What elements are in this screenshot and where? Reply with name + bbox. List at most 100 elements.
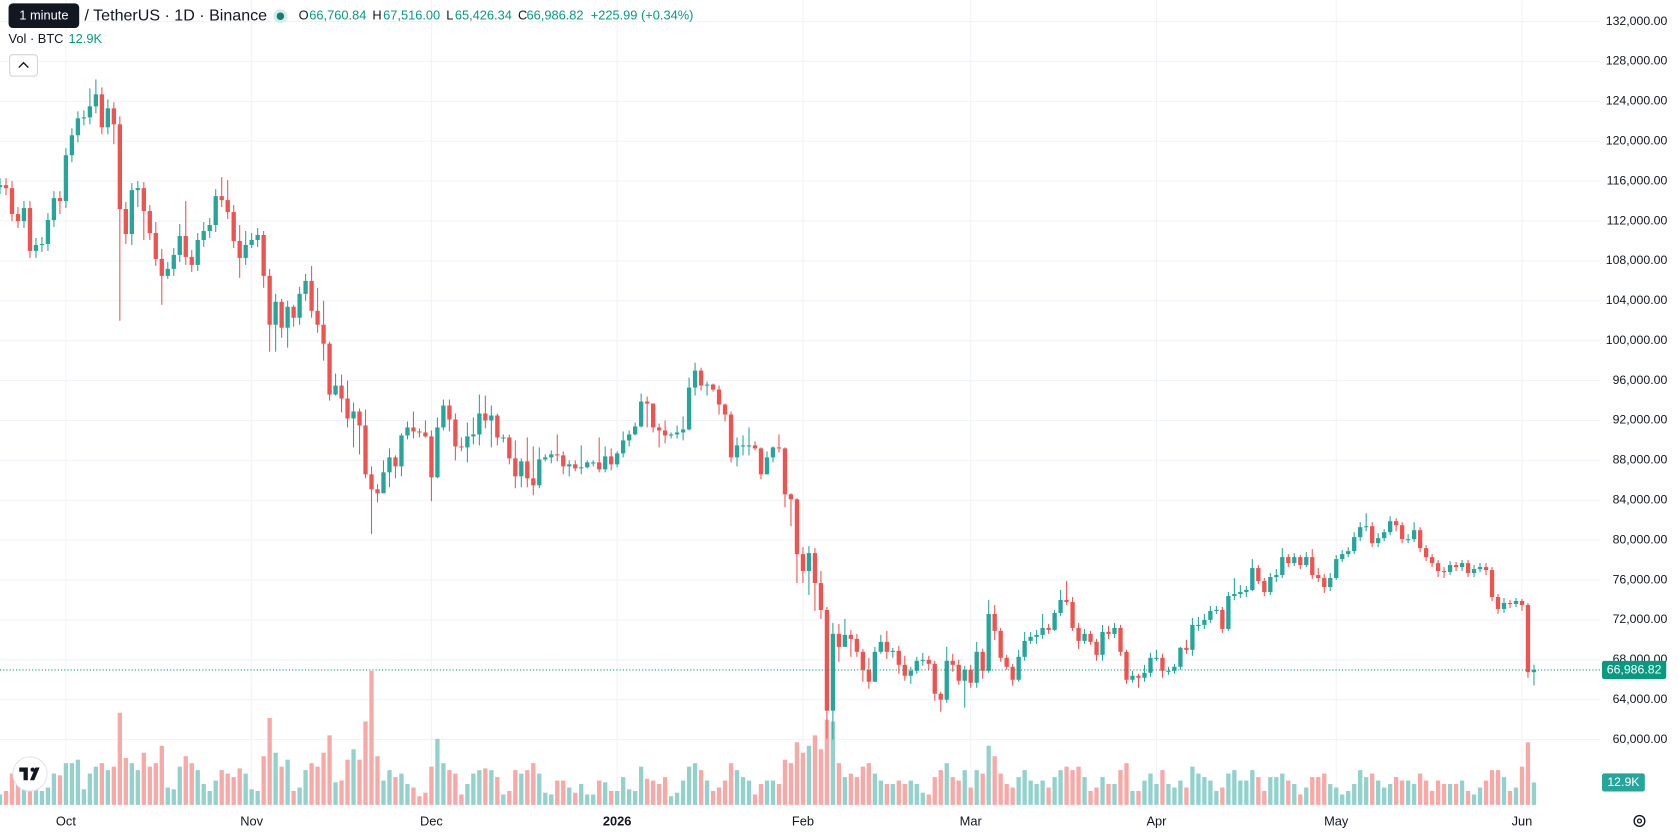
volume-bar [603,782,608,805]
candle-body [968,669,973,683]
candle-body [1531,669,1537,673]
volume-bar [1154,784,1159,805]
candle-body [1082,633,1087,641]
volume-bar [597,780,602,805]
collapse-button[interactable] [9,54,38,77]
candle-body [231,212,236,241]
volume-bar [1286,780,1291,805]
volume-bar [896,780,901,805]
volume-bar [195,770,200,805]
y-tick-label: 124,000.00 [1606,94,1668,108]
candle-body [267,275,272,325]
candle-body [1160,657,1165,671]
volume-bar [776,784,782,805]
volume-bar [633,790,638,805]
volume-bar [650,780,656,805]
volume-bar [1274,777,1279,805]
candle-body [680,429,686,433]
volume-bar [609,790,614,805]
candle-body [1340,554,1345,560]
candle-body [375,489,380,494]
logo[interactable] [12,756,48,792]
candle-body [111,108,117,125]
y-tick-label: 112,000.00 [1607,213,1668,227]
candle-body [848,634,854,639]
volume-pane [0,670,1537,805]
volume-bar [453,773,458,805]
volume-bar [357,759,362,805]
candle-body [1447,565,1453,573]
candle-body [423,432,428,437]
volume-bar [1411,784,1417,805]
candle-body [1280,557,1285,576]
volume-bar [39,790,45,805]
volume-bar [177,766,182,805]
candle-body [195,239,200,265]
volume-bar [1370,773,1375,805]
candle-body [123,209,128,234]
volume-bar [339,780,344,805]
volume-bar [417,796,422,805]
candle-body [1118,627,1123,652]
volume-bar [237,768,242,805]
candle-body [1441,571,1447,573]
volume-bar [567,787,572,805]
candle-body [1184,647,1189,650]
last-price-tag [1602,660,1667,680]
volume-bar [21,778,27,805]
candle-body [141,188,146,212]
candle-body [1292,557,1297,564]
candle-body [872,651,877,682]
x-tick-label: Jun [1512,813,1533,828]
candle-body [794,499,800,555]
volume-bar [914,784,919,805]
candle-body [1202,619,1207,625]
volume-bar [992,756,997,805]
candle-body [662,430,668,436]
candle-body [1417,530,1423,549]
volume-bar [621,777,626,805]
volume-bar [1483,780,1489,805]
candle-body [1016,656,1021,680]
candle-body [986,613,991,671]
candle-body [854,638,860,652]
volume-bar [1382,787,1387,805]
status-dot [276,12,285,20]
candle-body [1399,525,1405,540]
volume-bar [93,766,99,805]
volume-bar [974,770,979,805]
volume-bar [1399,780,1405,805]
candle-body [1453,565,1459,568]
volume-bar [1172,787,1177,805]
volume-bar [261,756,266,805]
x-tick-label: Dec [420,813,443,828]
volume-bar [477,770,482,805]
volume-bar [1322,773,1327,805]
candle-body [579,467,584,469]
volume-bar [1064,766,1069,805]
volume-bar [543,792,548,805]
candle-body [752,445,758,449]
candle-body [1136,675,1141,678]
volume-bar [273,752,278,805]
candle-body [1328,578,1333,588]
candle-body [998,630,1003,658]
volume-bar [399,773,404,805]
volume-bar [105,770,111,805]
volume-bar [1387,784,1393,805]
volume-bar [75,759,81,805]
volume-bar [519,773,524,805]
volume-bar [207,790,212,805]
candle-body [345,398,350,419]
settings-button[interactable] [1633,814,1646,827]
volume-bar [998,773,1003,805]
candle-body [956,664,961,681]
candle-body [1034,634,1039,637]
volume-bar [243,773,248,805]
volume-bar [788,763,794,805]
volume-bar [555,780,560,805]
candle-body [1250,568,1255,591]
volume-bar [1148,773,1153,805]
candle-body [1208,610,1213,620]
volume-bar [507,790,512,805]
